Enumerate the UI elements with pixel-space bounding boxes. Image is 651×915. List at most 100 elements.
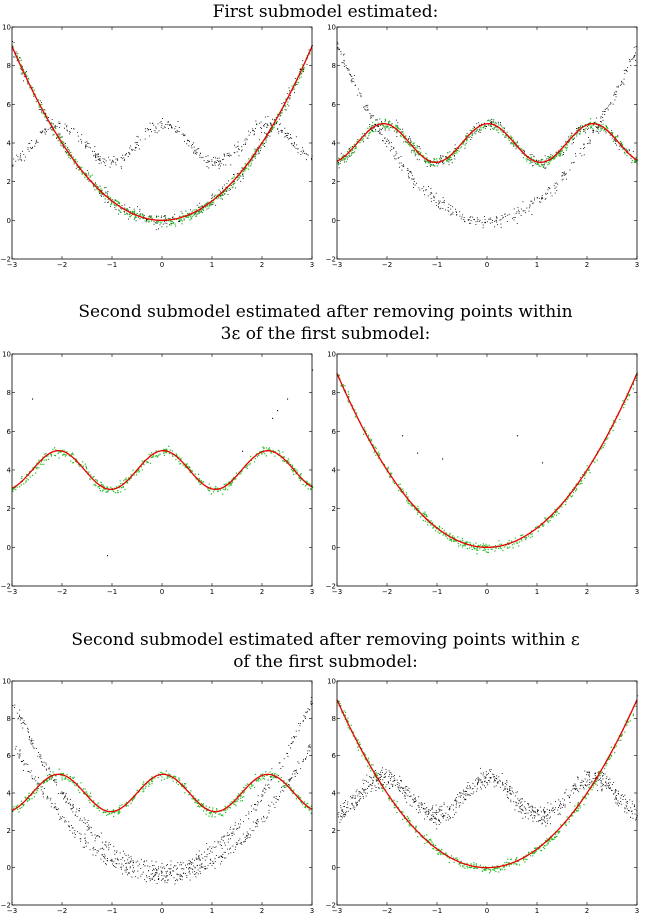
data-point: [236, 844, 238, 845]
inlier-point: [55, 449, 57, 451]
data-point: [95, 157, 96, 159]
inlier-point: [572, 139, 574, 141]
data-point: [284, 105, 286, 107]
inlier-point: [64, 777, 66, 779]
data-point: [124, 860, 125, 862]
data-point: [352, 146, 353, 147]
data-point: [144, 128, 146, 130]
data-point: [48, 768, 50, 770]
inlier-point: [88, 471, 90, 473]
data-point: [274, 124, 275, 126]
data-point: [243, 840, 245, 842]
inlier-point: [278, 450, 280, 452]
inlier-point: [375, 454, 377, 456]
inlier-point: [526, 157, 529, 159]
data-point: [95, 855, 97, 857]
data-point: [111, 859, 113, 861]
data-point: [102, 847, 103, 849]
data-point: [154, 874, 156, 876]
inlier-point: [426, 515, 428, 517]
inlier-point: [278, 455, 280, 457]
data-point: [245, 142, 247, 144]
data-point: [237, 172, 239, 174]
inlier-point: [367, 434, 370, 436]
data-point: [390, 142, 392, 144]
data-point: [380, 128, 382, 130]
data-point: [153, 876, 155, 878]
data-point: [219, 856, 220, 858]
inlier-point: [72, 777, 75, 779]
data-point: [27, 147, 29, 149]
axes-frame: [11, 353, 313, 587]
data-point: [211, 847, 213, 849]
inlier-point: [163, 778, 165, 780]
inlier-point: [402, 490, 405, 492]
inlier-point: [601, 446, 603, 448]
inlier-point: [626, 155, 628, 157]
inlier-point: [407, 143, 409, 145]
data-point: [248, 834, 250, 836]
inlier-point: [54, 447, 56, 449]
data-point: [452, 213, 454, 215]
data-point: [73, 163, 75, 165]
x-tick-label: 1: [210, 588, 214, 596]
inlier-point: [240, 472, 242, 474]
data-point: [99, 185, 101, 187]
inlier-point: [265, 447, 268, 449]
data-point: [391, 146, 393, 148]
data-point: [72, 811, 74, 813]
data-point: [60, 817, 62, 819]
inlier-point: [461, 546, 464, 548]
x-tick-label: 2: [260, 261, 264, 269]
data-point: [187, 140, 189, 142]
data-point: [120, 859, 122, 861]
data-point: [262, 794, 264, 796]
inlier-point: [525, 537, 527, 539]
data-point: [512, 217, 513, 219]
data-point: [305, 759, 307, 760]
data-point: [179, 879, 181, 880]
data-point: [218, 161, 220, 163]
data-point: [185, 873, 186, 875]
inlier-point: [347, 400, 349, 402]
data-point: [103, 856, 105, 858]
inlier-point: [603, 130, 605, 132]
data-point: [151, 877, 153, 879]
inlier-point: [178, 460, 180, 463]
data-point: [42, 793, 44, 795]
data-point: [176, 879, 178, 881]
inlier-point: [59, 137, 61, 139]
inlier-point: [470, 546, 473, 548]
data-point: [114, 866, 116, 867]
inlier-point: [189, 214, 191, 216]
data-point: [55, 126, 56, 128]
inlier-point: [389, 476, 391, 478]
inlier-point: [499, 543, 501, 545]
inlier-point: [184, 792, 186, 794]
data-point: [157, 875, 159, 877]
data-point: [140, 868, 142, 869]
data-point: [223, 153, 225, 155]
data-point: [159, 224, 161, 226]
data-point: [135, 142, 137, 144]
data-point: [98, 158, 100, 160]
data-point: [48, 767, 50, 769]
inlier-point: [163, 454, 166, 456]
inlier-point: [411, 505, 413, 507]
data-point: [255, 822, 257, 823]
data-point: [32, 740, 34, 741]
data-point: [222, 159, 223, 161]
data-point: [149, 129, 151, 130]
data-point: [191, 862, 192, 864]
inlier-point: [388, 123, 390, 125]
stray-point: [272, 417, 274, 419]
inlier-point: [292, 470, 294, 472]
data-point: [499, 219, 501, 221]
data-point: [241, 150, 242, 152]
data-point: [77, 167, 79, 168]
inlier-point: [572, 137, 574, 139]
data-point: [27, 727, 28, 729]
data-point: [13, 158, 15, 160]
data-point: [270, 124, 272, 126]
data-point: [231, 833, 233, 834]
